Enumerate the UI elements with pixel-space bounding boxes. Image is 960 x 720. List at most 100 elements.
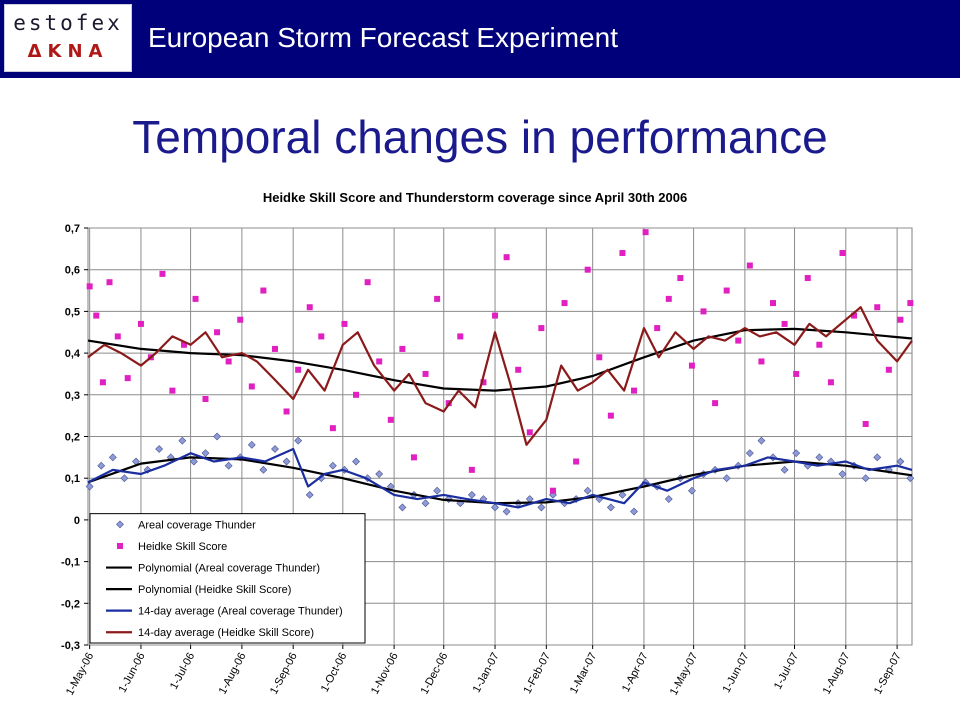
scatter-point-thunder [630, 507, 638, 516]
scatter-point-heidke [114, 333, 121, 340]
scatter-point-heidke [376, 358, 383, 365]
logo-wordmark: estofex [13, 11, 123, 35]
scatter-point-heidke [192, 295, 199, 302]
scatter-point-thunder [467, 490, 476, 499]
scatter-point-thunder [537, 503, 546, 512]
scatter-point-thunder [85, 482, 94, 491]
scatter-point-thunder [352, 457, 360, 466]
scatter-point-heidke [700, 308, 707, 315]
y-tick-label: 0 [74, 515, 80, 527]
scatter-point-heidke [225, 358, 232, 365]
x-tick-label: 1-Sep-07 [872, 651, 904, 697]
scatter-point-heidke [434, 295, 441, 302]
x-tick-label: 1-Jun-07 [721, 651, 752, 695]
slide-title: Temporal changes in performance [132, 111, 828, 163]
scatter-point-thunder [815, 453, 824, 462]
scatter-point-thunder [120, 474, 129, 483]
scatter-point-heidke [492, 312, 499, 319]
series-line [87, 306, 913, 446]
scatter-point-thunder [421, 499, 430, 508]
scatter-point-thunder [247, 440, 256, 449]
scatter-point-thunder [838, 470, 847, 478]
header-bar: estofex ΔΚΝΑ European Storm Forecast Exp… [0, 0, 960, 78]
scatter-point-heidke [758, 358, 765, 365]
scatter-point-heidke [607, 412, 614, 419]
scatter-point-heidke [538, 325, 545, 332]
x-tick-label: 1-Jul-06 [168, 651, 197, 692]
scatter-point-heidke [468, 466, 475, 473]
scatter-point-heidke [503, 254, 510, 261]
legend-label: 14-day average (Areal coverage Thunder) [138, 606, 343, 618]
x-tick-label: 1-May-07 [668, 651, 700, 698]
series-line [87, 447, 913, 509]
scatter-point-heidke [770, 300, 777, 307]
x-tick-label: 1-Aug-07 [821, 651, 853, 697]
scatter-point-heidke [410, 454, 417, 461]
scatter-point-heidke [642, 229, 649, 236]
scatter-point-heidke [99, 379, 106, 386]
x-tick-label: 1-Mar-07 [568, 651, 600, 696]
scatter-point-heidke [827, 379, 834, 386]
chart-title: Heidke Skill Score and Thunderstorm cove… [263, 190, 687, 205]
scatter-point-heidke [248, 383, 255, 390]
scatter-point-thunder [282, 457, 291, 466]
chart-legend: Areal coverage Thunder Heidke Skill Score… [89, 513, 366, 644]
x-tick-label: 1-Jan-07 [471, 651, 502, 695]
y-tick-label: 0,5 [65, 306, 80, 318]
y-tick-label: 0,1 [65, 473, 80, 485]
legend-label: Heidke Skill Score [138, 541, 227, 553]
legend-label: Areal coverage Thunder [138, 519, 256, 531]
scatter-point-thunder [664, 495, 673, 503]
scatter-point-heidke [781, 320, 788, 327]
scatter-point-heidke [341, 320, 348, 327]
x-tick-label: 1-Jul-07 [772, 651, 801, 692]
scatter-point-heidke [619, 250, 626, 257]
scatter-point-heidke [124, 375, 131, 382]
scatter-point-thunder [97, 461, 106, 470]
scatter-point-heidke [364, 279, 371, 286]
scatter-point-heidke [202, 395, 209, 402]
organization-name: European Storm Forecast Experiment [148, 22, 618, 53]
scatter-point-thunder [178, 436, 187, 445]
scatter-point-heidke [793, 370, 800, 377]
scatter-point-thunder [618, 490, 627, 499]
x-tick-label: 1-Sep-06 [268, 651, 300, 697]
scatter-point-heidke [561, 300, 568, 307]
scatter-point-heidke [677, 275, 684, 282]
scatter-point-heidke [746, 262, 753, 269]
scatter-point-heidke [295, 366, 302, 373]
y-tick-label: 0,4 [65, 348, 81, 360]
scatter-point-heidke [86, 283, 93, 290]
y-tick-label: 0,3 [65, 390, 80, 402]
scatter-point-thunder [189, 457, 198, 466]
scatter-point-thunder [780, 465, 789, 474]
scatter-point-heidke [839, 250, 846, 257]
scatter-point-thunder [792, 449, 801, 458]
scatter-point-heidke [399, 345, 406, 352]
scatter-point-heidke [329, 425, 336, 432]
scatter-point-thunder [745, 449, 754, 458]
legend-label: 14-day average (Heidke Skill Score) [138, 627, 314, 639]
scatter-point-heidke [712, 400, 719, 407]
scatter-point-heidke [159, 270, 166, 277]
scatter-point-thunder [433, 486, 442, 495]
scatter-point-thunder [259, 465, 268, 474]
scatter-point-heidke [665, 295, 672, 302]
scatter-point-heidke [318, 333, 325, 340]
scatter-point-thunder [896, 457, 905, 466]
scatter-point-heidke [137, 320, 144, 327]
scatter-point-thunder [491, 503, 499, 512]
y-tick-label: 0,7 [65, 223, 80, 235]
scatter-point-thunder [294, 436, 303, 445]
scatter-point-heidke [885, 366, 892, 373]
scatter-point-heidke [214, 329, 221, 336]
scatter-point-thunder [375, 470, 384, 478]
scatter-point-heidke [851, 312, 858, 319]
y-tick-label: 0,2 [65, 432, 80, 444]
scatter-point-heidke [387, 416, 394, 423]
scatter-point-heidke [353, 391, 360, 398]
legend-marker [117, 542, 123, 549]
scatter-point-heidke [480, 379, 487, 386]
scatter-point-heidke [735, 337, 742, 344]
scatter-point-heidke [688, 362, 695, 369]
